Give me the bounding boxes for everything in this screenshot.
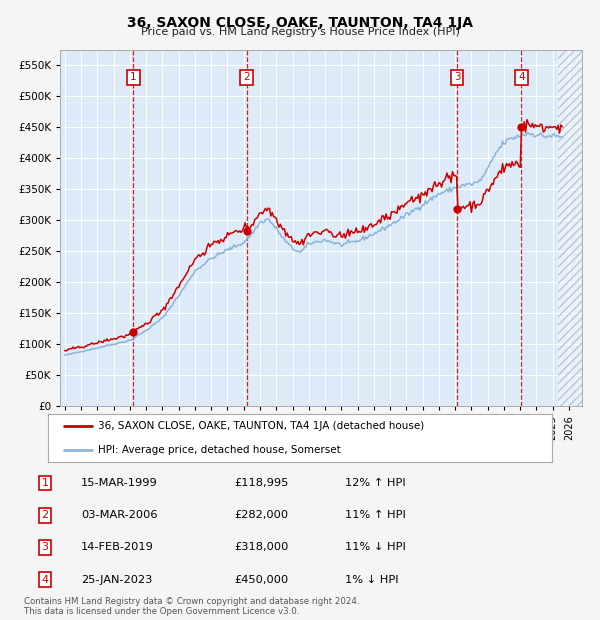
Text: £282,000: £282,000	[234, 510, 288, 520]
Text: 4: 4	[41, 575, 49, 585]
Text: 2: 2	[243, 73, 250, 82]
Text: £318,000: £318,000	[234, 542, 289, 552]
Text: £118,995: £118,995	[234, 478, 289, 488]
Text: 4: 4	[518, 73, 524, 82]
Text: 2: 2	[41, 510, 49, 520]
Text: 1% ↓ HPI: 1% ↓ HPI	[345, 575, 398, 585]
Text: HPI: Average price, detached house, Somerset: HPI: Average price, detached house, Some…	[98, 445, 341, 455]
Text: Contains HM Land Registry data © Crown copyright and database right 2024.: Contains HM Land Registry data © Crown c…	[24, 597, 359, 606]
Text: 11% ↓ HPI: 11% ↓ HPI	[345, 542, 406, 552]
Text: 36, SAXON CLOSE, OAKE, TAUNTON, TA4 1JA (detached house): 36, SAXON CLOSE, OAKE, TAUNTON, TA4 1JA …	[98, 420, 425, 431]
Text: 03-MAR-2006: 03-MAR-2006	[81, 510, 157, 520]
Bar	[557, 50, 582, 406]
Text: Price paid vs. HM Land Registry's House Price Index (HPI): Price paid vs. HM Land Registry's House …	[140, 27, 460, 37]
Text: 1: 1	[41, 478, 49, 488]
Text: 25-JAN-2023: 25-JAN-2023	[81, 575, 152, 585]
Text: 12% ↑ HPI: 12% ↑ HPI	[345, 478, 406, 488]
Text: 14-FEB-2019: 14-FEB-2019	[81, 542, 154, 552]
Bar	[557, 50, 582, 406]
Text: 3: 3	[454, 73, 460, 82]
Text: £450,000: £450,000	[234, 575, 288, 585]
Text: This data is licensed under the Open Government Licence v3.0.: This data is licensed under the Open Gov…	[24, 607, 299, 616]
Text: 11% ↑ HPI: 11% ↑ HPI	[345, 510, 406, 520]
Text: 1: 1	[130, 73, 137, 82]
Text: 3: 3	[41, 542, 49, 552]
Text: 36, SAXON CLOSE, OAKE, TAUNTON, TA4 1JA: 36, SAXON CLOSE, OAKE, TAUNTON, TA4 1JA	[127, 16, 473, 30]
Text: 15-MAR-1999: 15-MAR-1999	[81, 478, 158, 488]
